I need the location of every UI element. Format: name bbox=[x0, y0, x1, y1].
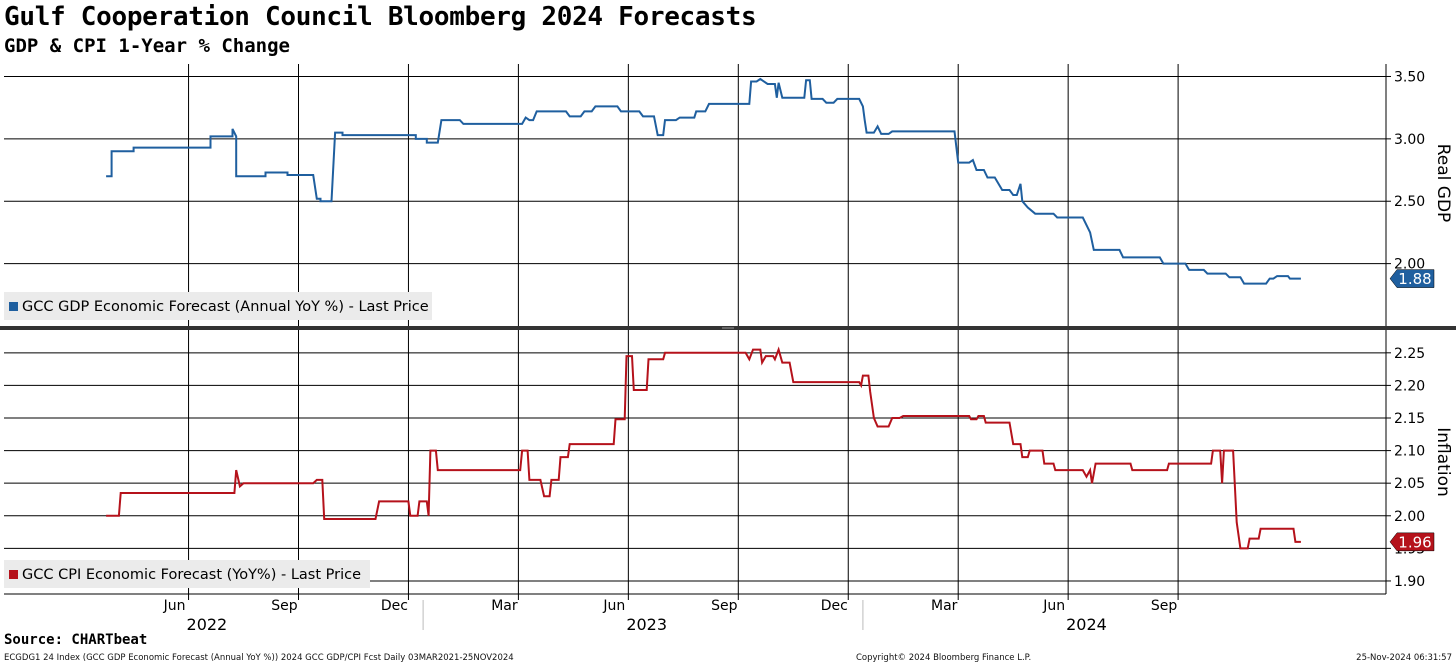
x-tick-label: Mar bbox=[931, 598, 958, 614]
x-tick-label: Sep bbox=[1151, 598, 1178, 614]
year-label: 2023 bbox=[626, 615, 667, 630]
legend-swatch bbox=[9, 570, 18, 579]
x-tick-label: Dec bbox=[821, 598, 848, 614]
badge-value: 1.88 bbox=[1398, 270, 1431, 288]
legend-swatch bbox=[9, 302, 18, 311]
y-tick-label-cpi: 2.10 bbox=[1394, 444, 1425, 460]
x-tick-label: Jun bbox=[1042, 598, 1065, 614]
y-tick-label-cpi: 2.05 bbox=[1394, 476, 1425, 492]
legend-background bbox=[4, 292, 432, 320]
legend-text: GCC GDP Economic Forecast (Annual YoY %)… bbox=[22, 299, 429, 315]
y-tick-label-cpi: 2.25 bbox=[1394, 346, 1425, 362]
legend-background bbox=[4, 560, 370, 588]
x-tick-label: Sep bbox=[271, 598, 298, 614]
x-tick-label: Jun bbox=[602, 598, 625, 614]
source-note: Source: CHARTbeat bbox=[4, 632, 148, 648]
y-tick-label-cpi: 1.90 bbox=[1394, 574, 1425, 590]
last-value-badge-gdp: 1.88 bbox=[1389, 269, 1435, 288]
x-tick-label: Sep bbox=[711, 598, 738, 614]
badge-value: 1.96 bbox=[1398, 533, 1431, 551]
footer-timestamp: 25-Nov-2024 06:31:57 bbox=[1356, 653, 1452, 663]
legend-text: GCC CPI Economic Forecast (YoY%) - Last … bbox=[22, 567, 361, 583]
series-line-cpi bbox=[106, 346, 1301, 550]
year-label: 2022 bbox=[187, 615, 228, 630]
y-tick-label-cpi: 2.20 bbox=[1394, 378, 1425, 394]
y-tick-label-cpi: 2.15 bbox=[1394, 411, 1425, 427]
y-tick-label-gdp: 3.50 bbox=[1394, 69, 1425, 85]
x-tick-label: Mar bbox=[491, 598, 518, 614]
y-tick-label-gdp: 2.00 bbox=[1394, 257, 1425, 273]
y-tick-label-gdp: 2.50 bbox=[1394, 194, 1425, 210]
y-axis-title-gdp: Real GDP bbox=[1433, 144, 1453, 223]
y-tick-label-gdp: 3.00 bbox=[1394, 132, 1425, 148]
year-label: 2024 bbox=[1066, 615, 1107, 630]
footer-index-info: ECGDG1 24 Index (GCC GDP Economic Foreca… bbox=[4, 653, 514, 663]
chart-title: Gulf Cooperation Council Bloomberg 2024 … bbox=[4, 2, 757, 32]
y-axis-title-cpi: Inflation bbox=[1433, 427, 1453, 496]
legend-cpi: GCC CPI Economic Forecast (YoY%) - Last … bbox=[4, 560, 370, 588]
chart-subtitle: GDP & CPI 1-Year % Change bbox=[4, 35, 290, 57]
series-line-gdp bbox=[106, 77, 1301, 285]
badge-shape bbox=[1389, 269, 1435, 288]
x-tick-label: Dec bbox=[381, 598, 408, 614]
legend-gdp: GCC GDP Economic Forecast (Annual YoY %)… bbox=[4, 292, 432, 320]
y-tick-label-cpi: 2.00 bbox=[1394, 509, 1425, 525]
last-value-badge-cpi: 1.96 bbox=[1389, 532, 1435, 552]
badge-shape bbox=[1389, 532, 1435, 552]
footer-copyright: Copyright© 2024 Bloomberg Finance L.P. bbox=[856, 653, 1032, 663]
x-tick-label: Jun bbox=[163, 598, 186, 614]
chart-area: Jun Sep Dec Mar Jun Sep Dec Mar Jun Sep 2022 2023 20… bbox=[0, 64, 1456, 630]
